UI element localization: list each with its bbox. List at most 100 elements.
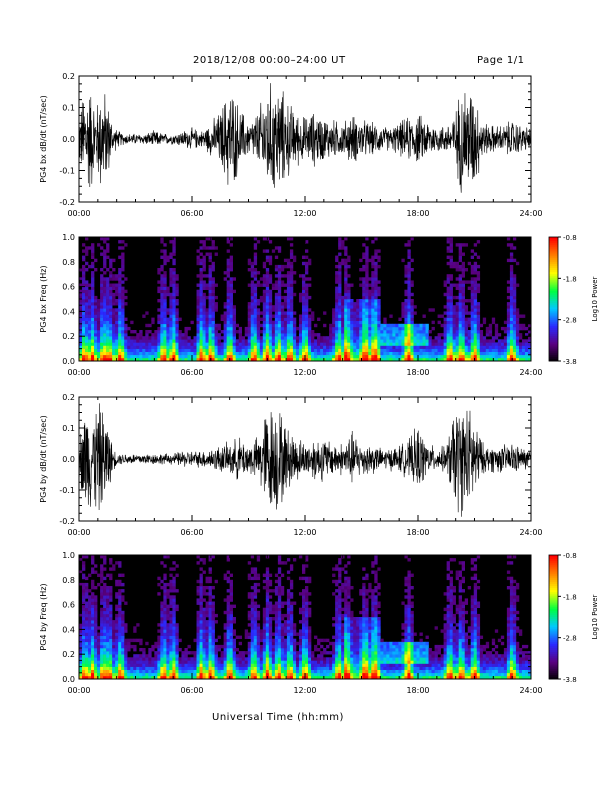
spectrogram-cell — [365, 320, 369, 325]
spectrogram-cell — [256, 663, 261, 667]
spectrogram-cell — [368, 292, 372, 297]
spectrogram-cell — [88, 626, 92, 630]
spectrogram-cell — [470, 264, 475, 269]
spectrogram-cell — [106, 632, 110, 636]
spectrogram-cell — [91, 348, 95, 352]
spectrogram-cell — [506, 323, 511, 328]
spectrogram-cell — [211, 613, 215, 618]
spectrogram-cell — [139, 641, 143, 646]
spectrogram-cell — [79, 654, 83, 658]
spectrogram-cell — [371, 280, 375, 284]
spectrogram-cell — [253, 638, 258, 643]
spectrogram-cell — [407, 336, 411, 340]
spectrogram-cell — [247, 648, 252, 652]
spectrogram-cell — [145, 345, 149, 349]
spectrogram-cell — [229, 326, 233, 331]
spectrogram-cell — [476, 333, 481, 337]
spectrogram-cell — [94, 342, 98, 346]
spectrogram-cell — [130, 666, 134, 670]
spectrogram-cell — [82, 635, 86, 639]
spectrogram-cell — [94, 351, 98, 356]
spectrogram-cell — [103, 289, 107, 294]
spectrogram-cell — [253, 654, 258, 658]
spectrogram-cell — [241, 354, 246, 359]
spectrogram-cell — [256, 326, 261, 331]
spectrogram-cell — [199, 317, 203, 321]
spectrogram-cell — [389, 330, 393, 334]
spectrogram-cell — [274, 246, 279, 250]
spectrogram-cell — [103, 635, 107, 639]
spectrogram-cell — [109, 295, 113, 300]
spectrogram-cell — [341, 308, 345, 312]
spectrogram-cell — [452, 308, 456, 312]
spectrogram-cell — [377, 323, 381, 328]
spectrogram-cell — [85, 289, 89, 294]
spectrogram-cell — [229, 632, 233, 636]
spectrogram-cell — [274, 354, 279, 359]
spectrogram-cell — [97, 336, 101, 340]
spectrogram-cell — [91, 558, 95, 562]
spectrogram-cell — [308, 323, 312, 328]
spectrogram-cell — [202, 240, 206, 244]
spectrogram-cell — [292, 339, 297, 343]
spectrogram-cell — [148, 345, 152, 349]
spectrogram-cell — [202, 317, 206, 321]
spectrogram-cell — [172, 351, 176, 356]
spectrogram-cell — [82, 351, 86, 356]
spectrogram-cell — [365, 258, 369, 263]
spectrogram-cell — [311, 342, 315, 346]
spectrogram-cell — [172, 261, 176, 266]
spectrogram-cell — [362, 305, 366, 309]
spectrogram-cell — [476, 286, 481, 290]
spectrogram-cell — [91, 326, 95, 331]
spectrogram-cell — [419, 336, 423, 340]
spectrogram-cell — [223, 663, 227, 667]
spectrogram-cell — [199, 305, 203, 309]
spectrogram-cell — [407, 274, 411, 278]
spectrogram-cell — [79, 320, 83, 325]
spectrogram-cell — [226, 268, 230, 272]
spectrogram-cell — [163, 613, 167, 618]
spectrogram-cell — [461, 289, 465, 294]
spectrogram-cell — [265, 333, 270, 337]
spectrogram-cell — [238, 635, 243, 639]
spectrogram-cell — [232, 323, 236, 328]
spectrogram-cell — [232, 357, 236, 362]
spectrogram-cell — [229, 351, 233, 356]
x-tick-label: 00:00 — [67, 209, 90, 218]
spectrogram-cell — [326, 342, 330, 346]
spectrogram-cell — [106, 651, 110, 655]
spectrogram-cell — [88, 311, 92, 315]
spectrogram-cell — [211, 311, 215, 315]
spectrogram-cell — [205, 644, 209, 649]
spectrogram-cell — [175, 657, 179, 661]
spectrogram-cell — [311, 314, 315, 318]
spectrogram-cell — [175, 666, 179, 670]
spectrogram-cell — [482, 348, 487, 352]
spectrogram-cell — [211, 305, 215, 309]
spectrogram-cell — [199, 604, 203, 608]
spectrogram-cell — [338, 351, 342, 356]
spectrogram-cell — [407, 302, 411, 306]
spectrogram-cell — [446, 302, 450, 306]
spectrogram-cell — [130, 660, 134, 664]
spectrogram-cell — [446, 311, 450, 315]
spectrogram-cell — [308, 345, 312, 349]
spectrogram-cell — [497, 333, 502, 337]
spectrogram-cell — [506, 330, 511, 334]
spectrogram-cell — [380, 323, 384, 328]
spectrogram-cell — [365, 326, 369, 331]
spectrogram-cell — [85, 623, 89, 627]
spectrogram-cell — [163, 663, 167, 667]
spectrogram-cell — [250, 342, 255, 346]
spectrogram-cell — [289, 243, 294, 247]
spectrogram-cell — [136, 660, 140, 664]
spectrogram-cell — [103, 348, 107, 352]
spectrogram-cell — [392, 323, 396, 328]
spectrogram-cell — [431, 326, 435, 331]
spectrogram-cell — [338, 357, 342, 362]
spectrogram-cell — [91, 626, 95, 630]
spectrogram-cell — [235, 357, 239, 362]
spectrogram-cell — [172, 644, 176, 649]
spectrogram-cell — [476, 289, 481, 294]
